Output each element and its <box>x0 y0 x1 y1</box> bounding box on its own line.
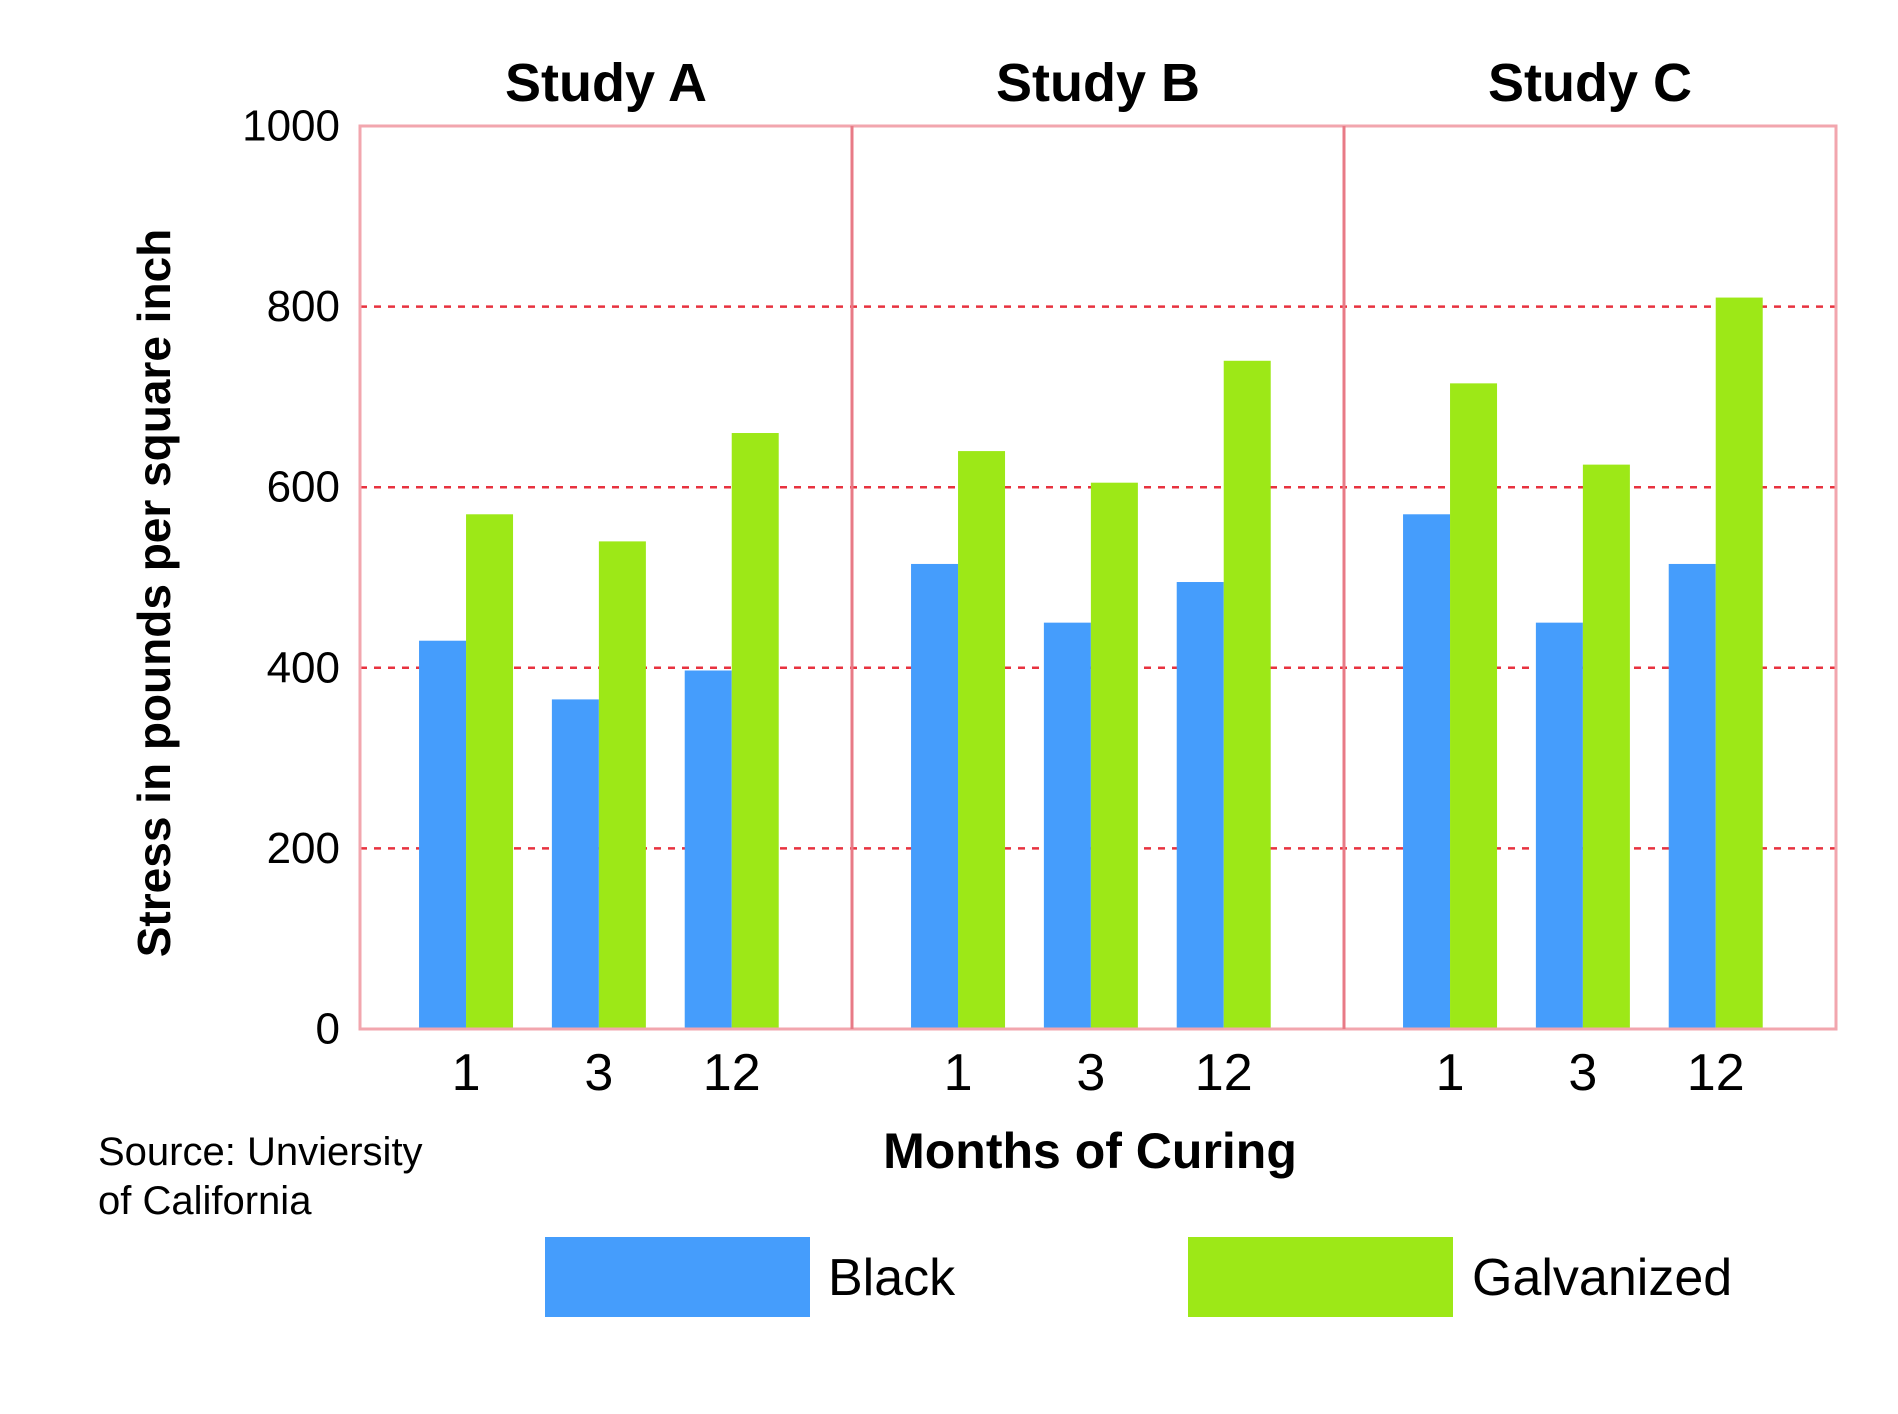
panel-title: Study A <box>505 53 707 113</box>
x-tick-label: 3 <box>1076 1044 1105 1102</box>
bar-black <box>911 563 959 1029</box>
panel-title: Study C <box>1488 53 1692 113</box>
bar-galvanized <box>1715 297 1763 1029</box>
x-tick-label: 1 <box>944 1044 973 1102</box>
bar-black <box>551 699 599 1029</box>
legend-label-black: Black <box>828 1249 956 1307</box>
y-tick-label: 200 <box>267 824 340 873</box>
x-tick-label: 12 <box>703 1044 761 1102</box>
x-tick-label: 1 <box>1436 1044 1465 1102</box>
legend-label-galvanized: Galvanized <box>1472 1249 1732 1307</box>
legend: Black Galvanized <box>545 1237 1732 1317</box>
bar-galvanized <box>466 514 514 1029</box>
y-tick-label: 400 <box>267 643 340 692</box>
bars <box>419 297 1763 1030</box>
bar-galvanized <box>731 433 779 1029</box>
bar-black <box>1043 622 1091 1029</box>
x-tick-label: 3 <box>584 1044 613 1102</box>
bar-galvanized <box>1223 360 1271 1029</box>
bar-black <box>1176 582 1224 1029</box>
x-axis-label: Months of Curing <box>883 1123 1297 1179</box>
y-tick-label: 800 <box>267 282 340 331</box>
y-tick-label: 1000 <box>242 102 340 151</box>
source-line-2: of California <box>98 1179 312 1223</box>
x-tick-label: 3 <box>1568 1044 1597 1102</box>
x-tick-label: 12 <box>1195 1044 1253 1102</box>
source-line-1: Source: Unviersity <box>98 1130 423 1174</box>
panel-title: Study B <box>996 53 1200 113</box>
x-tick-label: 1 <box>452 1044 481 1102</box>
bar-galvanized <box>1582 464 1630 1029</box>
bar-black <box>1668 563 1716 1029</box>
bar-black <box>1403 514 1451 1029</box>
plot-frame <box>358 124 1838 1031</box>
y-tick-label: 0 <box>316 1005 340 1054</box>
x-tick-label: 12 <box>1687 1044 1745 1102</box>
bar-black <box>684 670 732 1029</box>
bar-galvanized <box>958 451 1006 1030</box>
plot-border <box>358 124 1838 1031</box>
bar-galvanized <box>1450 383 1498 1030</box>
y-tick-label: 600 <box>267 463 340 512</box>
bar-black <box>1535 622 1583 1029</box>
bar-black <box>419 640 467 1029</box>
legend-swatch-galvanized <box>1188 1237 1453 1317</box>
legend-swatch-black <box>545 1237 810 1317</box>
bar-galvanized <box>598 541 646 1029</box>
bar-galvanized <box>1090 482 1138 1029</box>
y-axis-label: Stress in pounds per square inch <box>128 229 180 958</box>
chart-text: Stress in pounds per square inch Months … <box>98 53 1745 1223</box>
